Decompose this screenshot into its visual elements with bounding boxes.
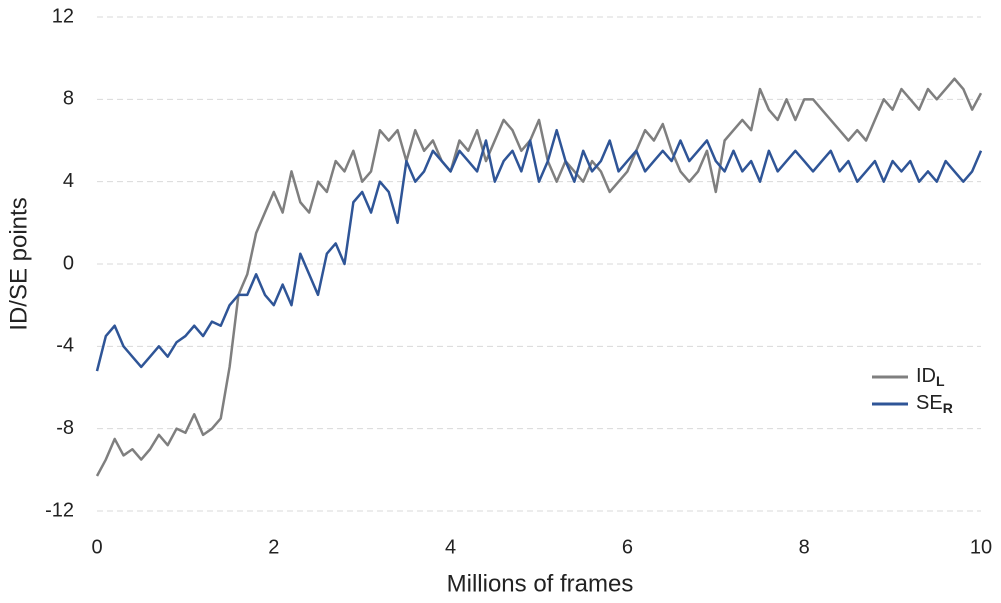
x-tick-label: 8 <box>799 536 810 558</box>
legend-name: SE <box>916 392 943 414</box>
y-tick-label: 4 <box>63 170 74 192</box>
legend-name: ID <box>916 365 936 387</box>
y-tick-label: 8 <box>63 88 74 110</box>
x-tick-label: 2 <box>268 536 279 558</box>
legend-label: IDL <box>916 365 945 388</box>
series-line <box>95 77 983 477</box>
x-tick-label: 0 <box>91 536 102 558</box>
y-tick-label: 12 <box>52 5 74 27</box>
y-axis-title: ID/SE points <box>5 197 32 330</box>
y-tick-label: -12 <box>45 499 74 521</box>
x-tick-label: 4 <box>445 536 456 558</box>
x-tick-label: 10 <box>970 536 992 558</box>
y-tick-label: 0 <box>63 252 74 274</box>
x-tick-label: 6 <box>622 536 633 558</box>
legend-subscript: L <box>936 373 945 389</box>
y-tick-label: -4 <box>56 335 74 357</box>
legend-subscript: R <box>943 400 953 416</box>
y-tick-label: -8 <box>56 417 74 439</box>
series-line <box>95 128 983 372</box>
legend-label: SER <box>916 392 953 415</box>
x-axis-title: Millions of frames <box>447 570 634 597</box>
